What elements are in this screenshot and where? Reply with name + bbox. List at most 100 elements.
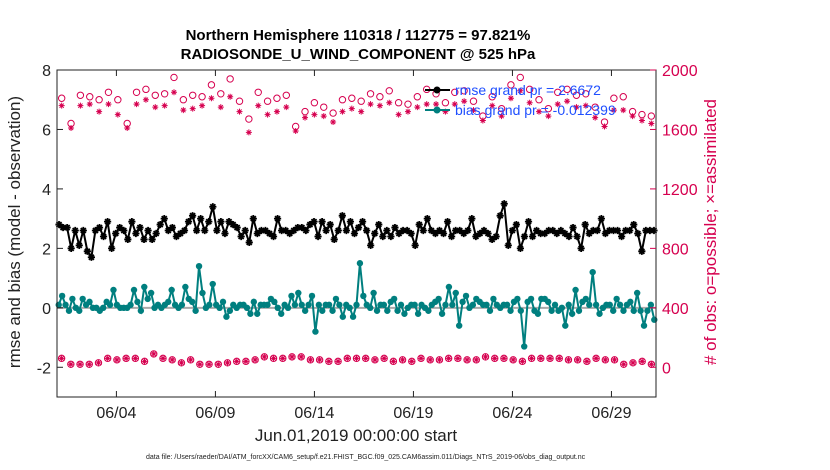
rmse-point [128,218,136,226]
obs-possible-low-point [223,359,232,367]
bias-point [548,307,555,314]
rmse-point [209,203,217,211]
rmse-point [367,241,375,249]
bias-point [390,295,398,303]
obs-possible-point [114,96,122,104]
bias-point [356,260,364,267]
rmse-point [116,223,124,232]
obs-possible-point [544,104,553,113]
bias-point [319,307,326,314]
bias-point [514,295,521,303]
obs-possible-point [591,103,599,111]
obs-assimilated-point [245,129,252,136]
bias-point [65,307,73,314]
bias-point [195,263,203,270]
rmse-point [638,247,646,255]
bias-point [462,292,470,300]
rmse-point [225,218,233,226]
rmse-point [120,226,128,235]
legend-rmse-marker [433,86,441,94]
obs-possible-low-point [509,356,517,364]
obs-possible-low-point [306,356,315,364]
bias-point [630,307,637,314]
bias-point [610,307,617,314]
obs-assimilated-low-point [454,355,461,362]
rmse-point [524,218,533,226]
rmse-point [379,232,387,241]
obs-assimilated-low-point [371,356,378,363]
obs-assimilated-low-point [187,356,194,363]
bias-point [141,283,148,291]
bias-point [438,310,446,317]
rmse-point [346,218,355,226]
rmse-point [265,229,274,238]
obs-assimilated-low-point [95,359,102,366]
rmse-point [545,226,553,235]
obs-assimilated-low-point [362,355,369,362]
bias-point [209,280,216,288]
bias-point [178,301,186,309]
bias-point [284,304,292,312]
obs-possible-low-point [140,357,149,366]
obs-possible-low-point [389,357,398,366]
obs-assimilated-point [133,101,140,108]
x-tick-label: 06/29 [591,405,631,422]
obs-possible-point [104,88,113,96]
rmse-point [91,226,100,235]
obs-possible-point [320,103,328,111]
obs-assimilated-low-point [500,355,507,362]
obs-possible-low-point [251,356,259,364]
obs-assimilated-low-point [335,358,342,365]
obs-assimilated-low-point [298,353,305,360]
obs-assimilated-point [386,99,393,106]
obs-assimilated-point [330,119,337,126]
obs-assimilated-point [217,104,224,111]
obs-possible-point [582,90,590,98]
obs-possible-low-point [168,356,176,364]
obs-possible-point [376,93,384,101]
obs-possible-low-point [242,357,250,366]
obs-assimilated-point [96,108,103,115]
rmse-point [439,229,448,238]
obs-assimilated-point [404,108,411,115]
y2-tick-label: 800 [662,241,689,258]
obs-possible-low-point [481,353,490,361]
bias-point [298,301,305,309]
obs-possible-point [357,97,365,105]
obs-assimilated-point [358,108,365,115]
bias-point [589,268,596,276]
obs-assimilated-point [264,111,271,118]
y-tick-label: 2 [42,241,51,258]
obs-assimilated-low-point [537,355,544,362]
rmse-point [597,215,605,223]
rmse-point [468,215,476,223]
obs-assimilated-low-point [565,356,572,363]
y2-tick-label: 0 [662,360,671,377]
obs-assimilated-low-point [482,353,489,360]
obs-possible-point [348,94,356,102]
obs-assimilated-point [161,102,168,109]
obs-possible-point [142,85,150,94]
bias-point [620,307,627,314]
rmse-point [435,226,444,235]
obs-assimilated-point [320,113,327,120]
x-tick-label: 06/19 [393,405,433,422]
rmse-point [294,223,302,232]
rmse-point [464,226,472,235]
obs-assimilated-low-point [464,356,471,363]
obs-assimilated-low-point [602,356,609,363]
obs-assimilated-low-point [86,361,93,368]
rmse-point [431,229,440,238]
plot-frame [56,69,657,398]
rmse-point [508,226,516,235]
obs-assimilated-low-point [620,361,627,368]
obs-possible-point [507,81,515,89]
obs-assimilated-low-point [510,356,517,363]
rmse-point [310,218,318,226]
rmse-point [217,218,225,226]
obs-assimilated-low-point [593,355,600,362]
obs-possible-point [76,91,85,99]
obs-possible-low-point [205,360,213,368]
y-tick-label: 6 [42,122,51,139]
rmse-point [55,220,63,229]
